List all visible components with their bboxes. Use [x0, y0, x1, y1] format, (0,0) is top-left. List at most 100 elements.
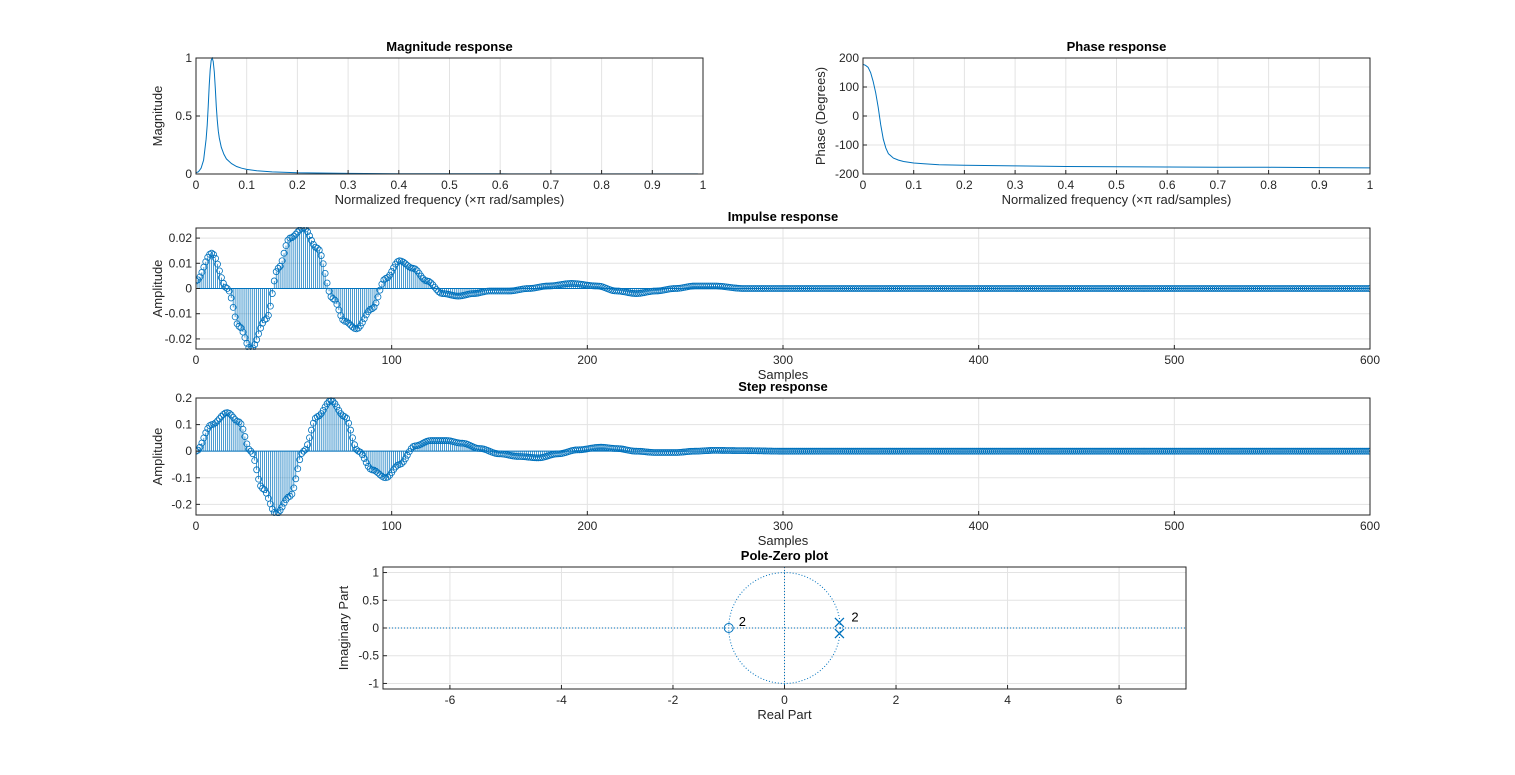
step-stem-marker [290, 484, 298, 492]
step-stem-marker [249, 450, 257, 458]
pz-pole-marker [834, 617, 845, 628]
step-stem-marker [302, 446, 309, 453]
impulse-xtick-label: 400 [969, 353, 989, 367]
step-ytick-label: 0.2 [175, 391, 192, 405]
step-ytick-label: 0 [185, 444, 192, 458]
phase-title: Phase response [1067, 39, 1167, 54]
step-stem-marker [227, 411, 235, 419]
impulse-stem-marker [290, 232, 298, 240]
step-stem-marker [308, 426, 315, 434]
impulse-stem-marker [221, 283, 229, 291]
impulse-stem-marker [225, 287, 233, 295]
impulse-stem-marker [419, 275, 427, 282]
impulse-stem-marker [270, 277, 278, 285]
mag-ytick-label: 1 [185, 51, 192, 65]
phase-ytick-label: 200 [839, 51, 859, 65]
impulse-stem-marker [249, 344, 257, 350]
step-stem-marker [333, 403, 341, 411]
impulse-stem-marker [435, 288, 443, 296]
impulse-stem-marker [323, 279, 331, 287]
pz-unit-circle [728, 572, 841, 684]
pz-xtick-label: -6 [445, 693, 456, 707]
step-stem-marker [347, 426, 354, 434]
impulse-stem-marker [251, 341, 259, 348]
phase-ytick-label: -200 [835, 167, 859, 181]
step-stem-marker [278, 503, 286, 511]
impulse-stem-marker [306, 232, 313, 240]
impulse-stem-marker [368, 305, 376, 313]
impulse-stem-marker [304, 228, 311, 236]
step-stem-marker [239, 425, 247, 433]
impulse-stem-marker [263, 315, 270, 323]
impulse-stem-marker [411, 265, 419, 273]
impulse-stem-marker [386, 271, 394, 279]
impulse-stem-marker [378, 280, 386, 288]
mag-chart: 0 0.1 0.2 0.3 0.4 0.5 0.6 0.7 0.8 0.9 1 0 0.5 1 Magnit… [150, 39, 707, 207]
step-stem-marker [274, 509, 282, 516]
pz-xtick-label: 6 [1116, 693, 1123, 707]
phase-xtick-label: 0.8 [1260, 178, 1277, 192]
impulse-stem-marker [380, 276, 388, 284]
step-stem-marker [306, 434, 313, 442]
impulse-data [196, 227, 1370, 350]
step-stem-marker [1362, 447, 1370, 455]
step-stem-marker [286, 492, 294, 500]
step-stem-marker [251, 457, 259, 464]
impulse-stem-marker [257, 324, 264, 332]
phase-chart: 0 0.1 0.2 0.3 0.4 0.5 0.6 0.7 0.8 0.9 1 -200 -100 0 10… [813, 39, 1374, 207]
impulse-xtick-label: 0 [193, 353, 200, 367]
step-stem-marker [196, 443, 204, 451]
impulse-stem-marker [235, 322, 243, 330]
impulse-stem-marker [288, 234, 296, 241]
phase-xlabel: Normalized frequency (×π rad/samples) [1002, 192, 1232, 207]
step-stem-marker [374, 469, 382, 477]
impulse-stem-marker [243, 339, 251, 347]
step-stem-marker [292, 475, 300, 483]
pz-data [383, 567, 1186, 689]
pz-xtick-label: 2 [893, 693, 900, 707]
mag-xtick-label: 0.7 [543, 178, 560, 192]
impulse-stem-marker [429, 281, 437, 289]
mag-xtick-label: 0.3 [340, 178, 357, 192]
pz-chart: 2 2 -6 -4 -2 0 2 4 6 -1 -0.5 0 0.5 1 Pole-Zero plot Rea… [336, 548, 1187, 722]
impulse-stem-marker [313, 244, 321, 252]
impulse-stem-marker [319, 260, 327, 268]
step-stem-marker [403, 451, 411, 459]
impulse-stem-marker [210, 251, 218, 258]
impulse-stem-marker [1366, 285, 1370, 292]
impulse-stem-marker [208, 249, 216, 257]
step-stem-marker [398, 460, 405, 468]
impulse-stem-marker [259, 319, 266, 327]
impulse-stem-marker [370, 303, 378, 311]
step-stem-marker [241, 433, 249, 440]
pz-zero-marker [723, 623, 734, 633]
impulse-xtick-label: 200 [577, 353, 597, 367]
phase-ytick-label: 100 [839, 80, 859, 94]
step-chart: 0 100 200 300 400 500 600 -0.2 -0.1 0 0.1 0.2 Step r… [150, 379, 1380, 548]
pz-ylabel: Imaginary Part [336, 585, 351, 670]
impulse-stem-marker [433, 286, 441, 294]
impulse-stem-marker [219, 279, 227, 287]
pz-pole-marker [834, 628, 845, 639]
impulse-stem-marker [390, 264, 398, 272]
step-stem-marker [401, 455, 409, 463]
impulse-stem-marker [355, 324, 362, 332]
pz-zero-multiplicity: 2 [739, 614, 746, 629]
step-stem-marker [255, 475, 263, 483]
phase-data [863, 63, 1370, 169]
step-stem-marker [351, 441, 358, 449]
step-ytick-label: -0.2 [171, 497, 192, 511]
impulse-stem-marker [339, 316, 347, 324]
impulse-stem-marker [425, 278, 433, 285]
phase-ytick-label: -100 [835, 138, 859, 152]
mag-xtick-label: 0.5 [441, 178, 458, 192]
impulse-stem-marker [227, 294, 235, 302]
step-stem-marker [212, 419, 219, 427]
impulse-stem-marker [292, 230, 300, 238]
phase-xtick-label: 0.3 [1007, 178, 1024, 192]
step-xtick-label: 400 [969, 519, 989, 533]
step-stem-marker [245, 445, 253, 453]
pz-xtick-label: -4 [556, 693, 567, 707]
step-stem-marker [296, 456, 304, 464]
impulse-chart: 0 100 200 300 400 500 600 -0.02 -0.01 0 0.01 0.02 Im… [150, 209, 1380, 382]
